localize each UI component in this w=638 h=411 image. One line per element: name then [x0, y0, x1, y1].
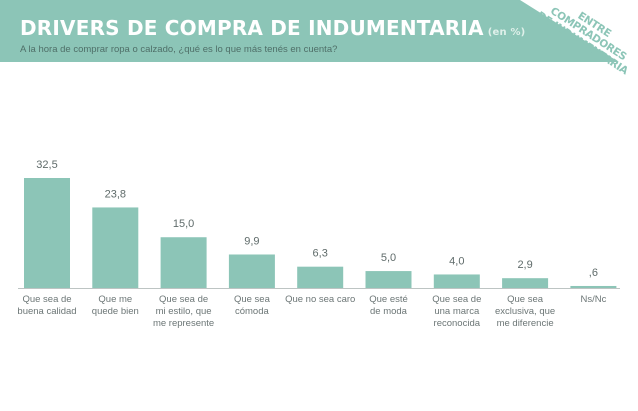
category-label: Que sea exclusiva, que me diferencie — [495, 294, 555, 329]
corner-ribbon — [520, 0, 638, 74]
category-label: Ns/Nc — [580, 294, 606, 305]
category-label-line: Que sea de — [22, 294, 71, 305]
bar-value-label: 4,0 — [449, 255, 464, 267]
bar-value-label: 6,3 — [313, 248, 328, 260]
bar-3 — [160, 237, 207, 288]
bar-value-label: 32,5 — [36, 159, 57, 171]
category-label-line: me diferencie — [497, 318, 554, 329]
category-label-line: me represente — [153, 318, 214, 329]
category-label-line: mi estilo, que — [156, 306, 212, 317]
chart-title-text: DRIVERS DE COMPRA DE INDUMENTARIA — [20, 16, 484, 40]
category-label-line: Que no sea caro — [285, 294, 355, 305]
category-label-line: Que sea de — [432, 294, 481, 305]
bar-value-label: 9,9 — [244, 235, 259, 247]
chart-title: DRIVERS DE COMPRA DE INDUMENTARIA (en %) — [20, 16, 525, 40]
category-label-line: Ns/Nc — [580, 294, 606, 305]
category-label-line: Que sea — [234, 294, 271, 305]
chart-subtitle: A la hora de comprar ropa o calzado, ¿qu… — [20, 44, 338, 55]
category-label-line: reconocida — [434, 318, 481, 329]
bar-5 — [297, 266, 344, 288]
category-label: Que sea de buena calidad — [17, 294, 76, 317]
bar-value-label: 15,0 — [173, 218, 194, 230]
category-label: Que esté de moda — [369, 294, 408, 317]
chart-unit: (en %) — [487, 27, 526, 38]
bar-4 — [228, 254, 275, 288]
category-label-line: Que esté — [369, 294, 408, 305]
bar-8 — [502, 278, 549, 288]
category-label: Que sea de una marca reconocida — [432, 294, 481, 329]
category-label: Que sea de mi estilo, que me represente — [153, 294, 214, 329]
bar-value-label: 5,0 — [381, 252, 396, 264]
bar-6 — [365, 271, 412, 288]
category-label: Que no sea caro — [285, 294, 355, 305]
bar-2 — [92, 207, 139, 288]
category-label-line: Que me — [98, 294, 132, 305]
category-label-line: Que sea de — [159, 294, 208, 305]
category-label-line: cómoda — [235, 306, 270, 317]
category-label-line: de moda — [370, 306, 408, 317]
category-label: Que sea cómoda — [234, 294, 271, 317]
bar-1 — [24, 178, 70, 288]
bar-9 — [570, 285, 617, 288]
category-label-line: una marca — [434, 306, 480, 317]
bar-value-label: 23,8 — [105, 188, 126, 200]
bar-value-label: ,6 — [589, 267, 598, 279]
bar-7 — [433, 274, 480, 288]
category-label-line: exclusiva, que — [495, 306, 555, 317]
category-label-line: quede bien — [92, 306, 139, 317]
category-label-line: Que sea — [507, 294, 544, 305]
bar-value-label: 2,9 — [517, 259, 532, 271]
category-label: Que me quede bien — [92, 294, 139, 317]
category-label-line: buena calidad — [17, 306, 76, 317]
